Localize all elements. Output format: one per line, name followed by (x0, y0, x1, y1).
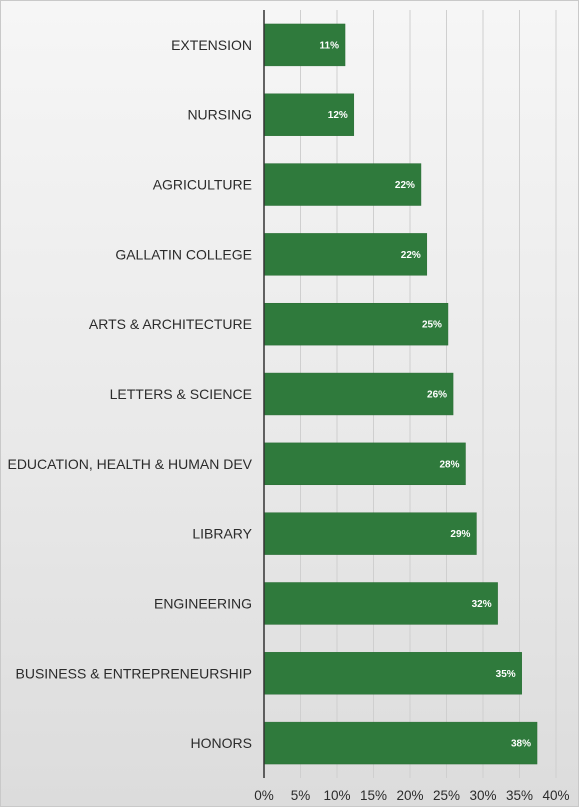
bar-honors (263, 721, 538, 765)
bars: 11% 12% 22% 22% 25% 26% 28% 29% 32% 35% 38% (263, 23, 538, 765)
bar-agriculture (263, 163, 422, 206)
bar-library (263, 512, 477, 555)
x-tick-label: 15% (360, 788, 387, 803)
data-label: 32% (472, 599, 492, 610)
data-label: 35% (496, 669, 516, 680)
category-label: AGRICULTURE (153, 177, 252, 193)
data-label: 11% (320, 40, 340, 51)
data-label: 29% (450, 529, 470, 540)
category-label: ARTS & ARCHITECTURE (89, 316, 252, 332)
x-tick-label: 5% (291, 788, 311, 803)
x-axis-ticks: 0% 5% 10% 15% 20% 25% 30% 35% 40% (254, 788, 569, 803)
category-labels: EXTENSION NURSING AGRICULTURE GALLATIN COLL… (7, 37, 252, 751)
data-label: 22% (395, 180, 415, 191)
x-tick-label: 10% (323, 788, 350, 803)
category-label: ENGINEERING (154, 595, 252, 611)
data-label: 22% (401, 250, 421, 261)
bar-engineering (263, 582, 498, 625)
bar-arts-architecture (263, 302, 449, 346)
category-label: NURSING (187, 107, 252, 123)
x-tick-label: 40% (542, 788, 569, 803)
bar-business-entrepreneurship (263, 652, 522, 695)
bar-gallatin-college (263, 233, 428, 276)
category-label: EDUCATION, HEALTH & HUMAN DEV (7, 456, 252, 472)
x-tick-label: 30% (469, 788, 496, 803)
data-label: 26% (427, 390, 447, 401)
category-label: GALLATIN COLLEGE (115, 246, 252, 262)
category-label: LETTERS & SCIENCE (110, 386, 252, 402)
x-tick-label: 25% (433, 788, 460, 803)
bar-letters-science (263, 372, 454, 416)
category-label: EXTENSION (171, 37, 252, 53)
bar-nursing (263, 93, 355, 136)
bar-education-health-human-dev (263, 442, 466, 486)
category-label: LIBRARY (192, 526, 252, 542)
x-tick-label: 35% (506, 788, 533, 803)
data-label: 38% (511, 739, 531, 750)
data-label: 28% (439, 459, 459, 470)
category-label: HONORS (191, 735, 252, 751)
data-label: 12% (328, 110, 348, 121)
category-label: BUSINESS & ENTREPRENEURSHIP (16, 665, 253, 681)
data-label: 25% (422, 320, 442, 331)
x-tick-label: 20% (396, 788, 423, 803)
x-tick-label: 0% (254, 788, 274, 803)
